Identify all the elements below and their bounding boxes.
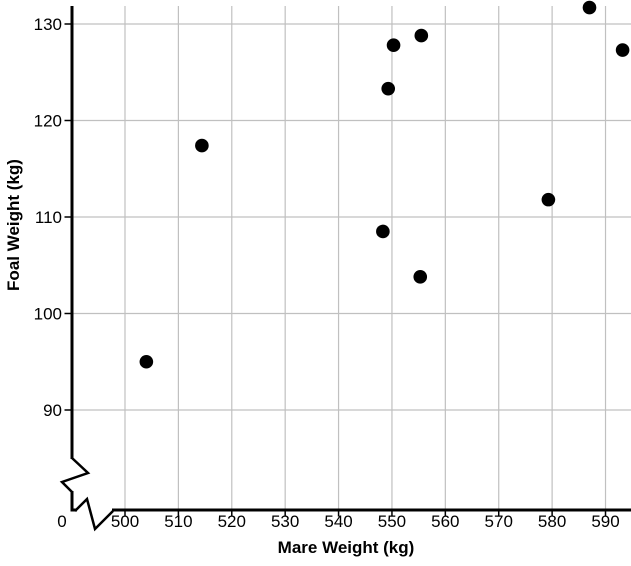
x-tick-label: 500 <box>111 512 139 531</box>
x-axis-break-icon <box>74 496 114 532</box>
data-point <box>386 38 401 53</box>
y-tick-label: 90 <box>43 401 62 420</box>
y-tick-label: 130 <box>34 15 62 34</box>
x-tick-label: 570 <box>485 512 513 531</box>
data-point <box>413 270 428 284</box>
tick-label-layer: 500 510 520 530 540 550 560 570 580 590 90 100 110 12… <box>34 15 620 531</box>
x-axis-title: Mare Weight (kg) <box>278 538 415 557</box>
data-point <box>381 81 396 96</box>
data-point <box>541 192 556 207</box>
data-point <box>582 0 597 15</box>
axis-layer <box>59 6 631 532</box>
x-tick-label: 530 <box>271 512 299 531</box>
data-point <box>139 354 154 369</box>
grid-layer <box>72 6 631 510</box>
point-layer <box>139 0 630 369</box>
x-tick-label: 590 <box>591 512 619 531</box>
y-axis-title: Foal Weight (kg) <box>4 159 23 291</box>
x-tick-label: 520 <box>218 512 246 531</box>
data-point <box>414 28 429 43</box>
x-tick-label: 550 <box>378 512 406 531</box>
y-tick-label: 120 <box>34 112 62 131</box>
y-axis-break-icon <box>59 457 91 493</box>
y-tick-label: 100 <box>34 305 62 324</box>
data-point <box>615 43 630 57</box>
x-tick-label: 580 <box>538 512 566 531</box>
x-tick-label: 560 <box>431 512 459 531</box>
x-tick-label: 540 <box>324 512 352 531</box>
origin-label: 0 <box>57 512 66 531</box>
data-point <box>376 224 390 239</box>
data-point <box>195 138 209 153</box>
x-tick-label: 510 <box>164 512 192 531</box>
y-tick-label: 110 <box>35 208 62 227</box>
